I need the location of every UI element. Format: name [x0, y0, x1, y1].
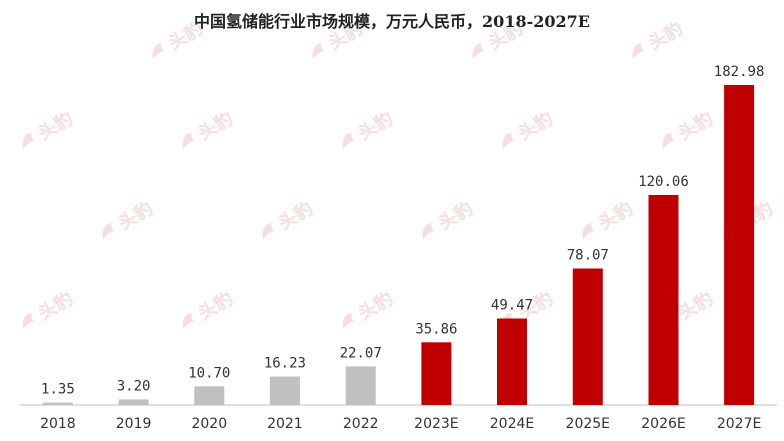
bar-2026E [648, 195, 679, 405]
chart-title: 中国氢储能行业市场规模，万元人民币，2018-2027E [194, 12, 590, 31]
leopard-logo-icon [632, 42, 645, 60]
leopard-logo-icon [342, 132, 355, 150]
x-tick-label-2022: 2022 [343, 416, 379, 432]
x-tick-label-2023E: 2023E [414, 416, 458, 432]
bar-2020 [194, 386, 225, 405]
leopard-logo-icon [262, 222, 275, 240]
leopard-logo-icon [182, 132, 195, 150]
leopard-logo-icon [472, 42, 485, 60]
bar-2022 [345, 366, 376, 405]
bar-2018 [42, 402, 73, 405]
x-tick-label-2020: 2020 [191, 416, 227, 432]
data-label-2025E: 78.07 [567, 248, 609, 264]
x-tick-label-2024E: 2024E [490, 416, 534, 432]
x-tick-label-2026E: 2026E [641, 416, 685, 432]
data-label-2021: 16.23 [264, 356, 306, 372]
x-tick-label-2019: 2019 [116, 416, 152, 432]
leopard-logo-icon [502, 132, 515, 150]
bar-2023E [421, 342, 452, 405]
x-tick-label-2025E: 2025E [566, 416, 610, 432]
data-label-2026E: 120.06 [638, 174, 689, 190]
data-label-2019: 3.20 [117, 378, 151, 394]
data-label-2027E: 182.98 [714, 64, 765, 80]
leopard-logo-icon [102, 222, 115, 240]
bar-2027E [724, 85, 755, 405]
data-label-2022: 22.07 [340, 345, 382, 361]
data-label-2018: 1.35 [41, 382, 75, 398]
bar-2021 [269, 376, 300, 405]
leopard-logo-icon [342, 312, 355, 330]
leopard-logo-icon [22, 132, 35, 150]
leopard-logo-icon [312, 42, 325, 60]
leopard-logo-icon [22, 312, 35, 330]
data-label-2023E: 35.86 [415, 321, 457, 337]
data-label-2020: 10.70 [188, 365, 230, 381]
x-tick-label-2021: 2021 [267, 416, 303, 432]
leopard-logo-icon [662, 132, 675, 150]
leopard-logo-icon [152, 42, 165, 60]
x-tick-label-2027E: 2027E [717, 416, 761, 432]
bar-2024E [497, 318, 527, 405]
leopard-logo-icon [582, 222, 595, 240]
bar-2019 [118, 399, 149, 405]
x-tick-label-2018: 2018 [40, 416, 76, 432]
leopard-logo-icon [182, 312, 195, 330]
bar-2025E [572, 268, 603, 405]
leopard-logo-icon [422, 222, 435, 240]
data-label-2024E: 49.47 [491, 298, 533, 314]
